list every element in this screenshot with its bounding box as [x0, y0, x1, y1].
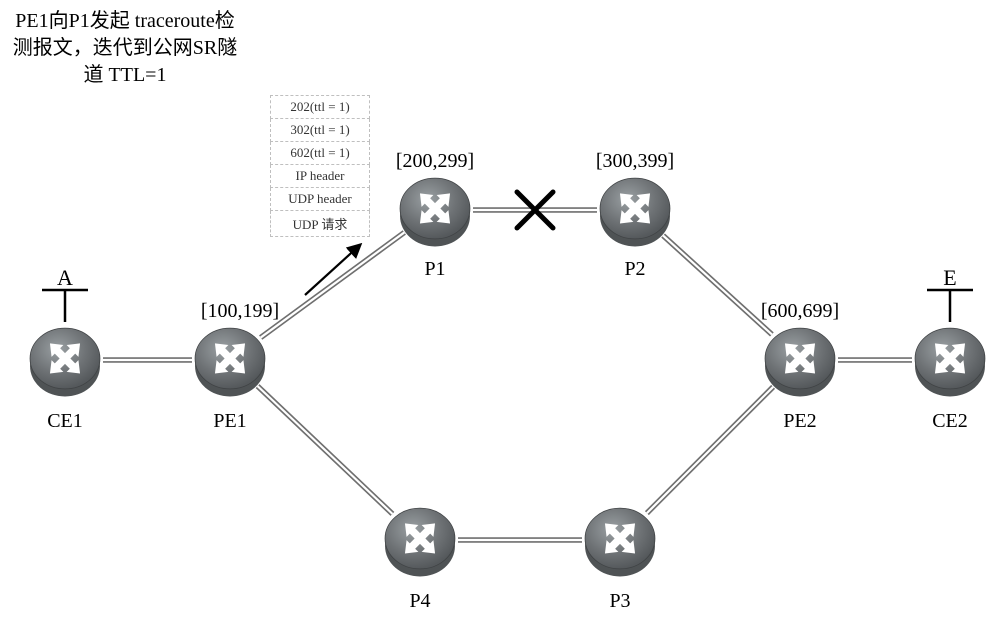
- endpoint-label-e: E: [943, 265, 956, 291]
- node-label-ce1: CE1: [47, 410, 83, 433]
- router-ce1: [27, 322, 103, 398]
- node-label-pe2: PE2: [783, 410, 816, 433]
- packet-row: UDP header: [270, 188, 370, 211]
- packet-stack: 202(ttl = 1)302(ttl = 1)602(ttl = 1)IP h…: [270, 95, 370, 237]
- router-pe2: [762, 322, 838, 398]
- node-label-p4: P4: [409, 590, 430, 613]
- packet-row: UDP 请求: [270, 211, 370, 237]
- router-p3: [582, 502, 658, 578]
- node-label-p3: P3: [609, 590, 630, 613]
- router-p1: [397, 172, 473, 248]
- endpoint-label-a: A: [57, 265, 73, 291]
- packet-row: 602(ttl = 1): [270, 142, 370, 165]
- router-p4: [382, 502, 458, 578]
- node-label-p1: P1: [424, 258, 445, 281]
- node-label-pe1: PE1: [213, 410, 246, 433]
- range-label-p2: [300,399]: [596, 150, 674, 173]
- router-pe1: [192, 322, 268, 398]
- node-label-p2: P2: [624, 258, 645, 281]
- router-ce2: [912, 322, 988, 398]
- packet-row: IP header: [270, 165, 370, 188]
- packet-row: 302(ttl = 1): [270, 119, 370, 142]
- annotation-arrow: [305, 245, 360, 295]
- blocked-x: [517, 192, 553, 228]
- range-label-p1: [200,299]: [396, 150, 474, 173]
- diagram-canvas: [0, 0, 1000, 629]
- range-label-pe1: [100,199]: [201, 300, 279, 323]
- packet-row: 202(ttl = 1): [270, 95, 370, 119]
- router-p2: [597, 172, 673, 248]
- range-label-pe2: [600,699]: [761, 300, 839, 323]
- diagram-title: PE1向P1发起 traceroute检 测报文，迭代到公网SR隧 道 TTL=…: [5, 8, 245, 89]
- node-label-ce2: CE2: [932, 410, 968, 433]
